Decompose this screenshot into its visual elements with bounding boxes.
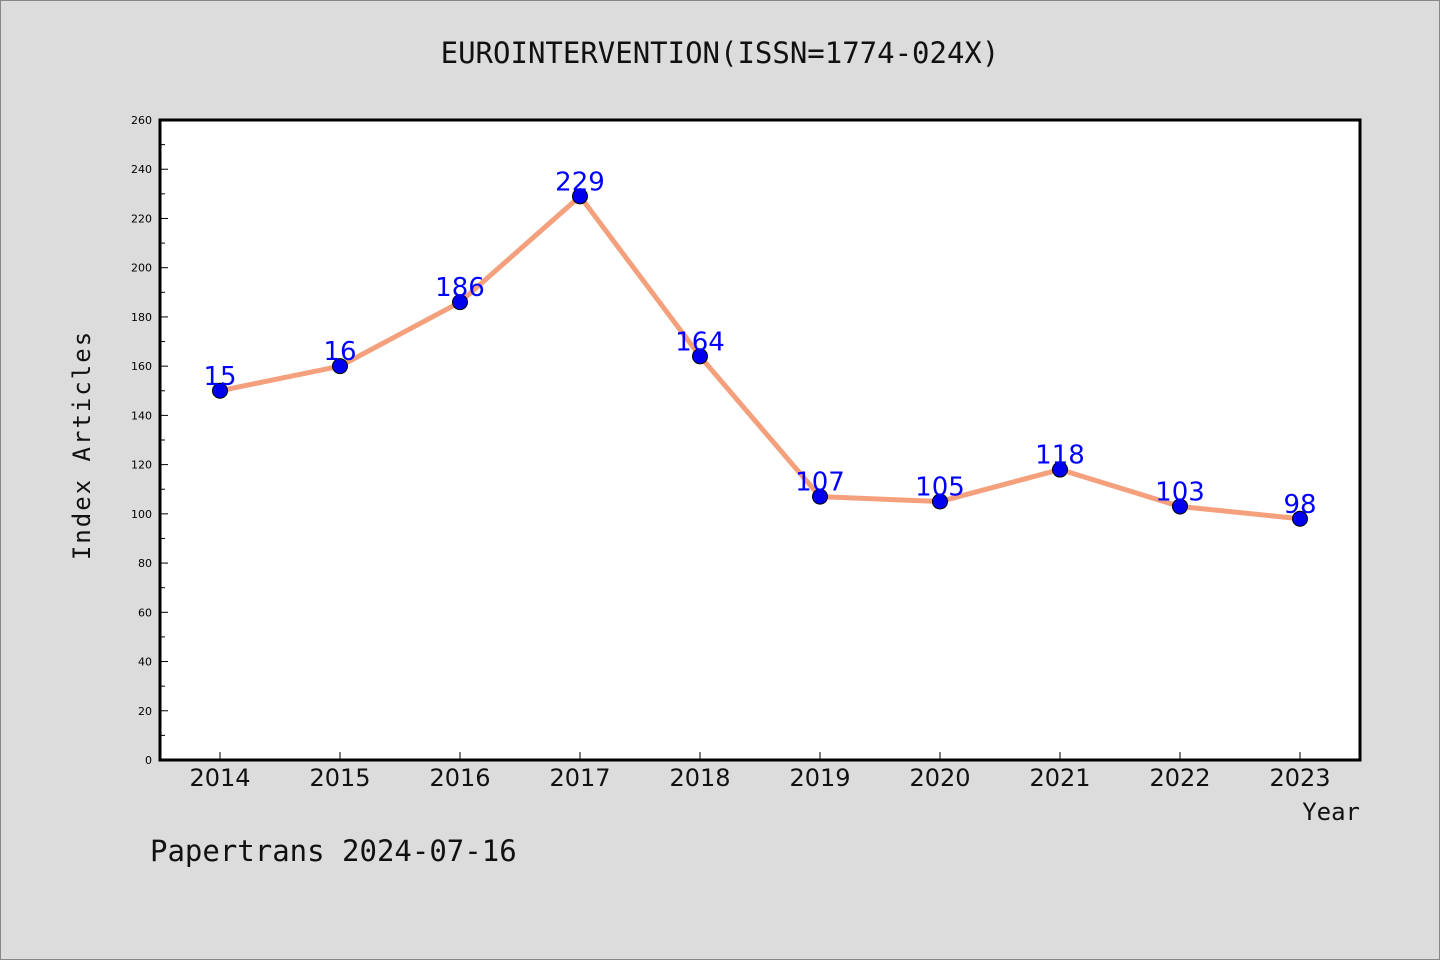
y-tick-label: 180 [131, 311, 152, 324]
watermark-text: Papertrans 2024-07-16 [150, 834, 517, 868]
data-label: 15 [203, 362, 236, 392]
data-point [1052, 461, 1068, 478]
data-label: 118 [1035, 441, 1085, 471]
x-tick-label: 2022 [1149, 764, 1210, 792]
data-label: 186 [435, 273, 485, 303]
y-tick-label: 40 [138, 656, 152, 669]
y-tick-label: 0 [145, 754, 152, 767]
x-tick-label: 2014 [189, 764, 250, 792]
y-tick-label: 220 [131, 212, 152, 225]
y-axis: 0 20 40 60 80 100 120 140 160 180 200 220 240 260 [131, 114, 168, 767]
x-tick-label: 2020 [909, 764, 970, 792]
data-point [1292, 510, 1308, 527]
data-point [452, 294, 468, 311]
x-tick-label: 2017 [549, 764, 610, 792]
y-tick-label: 240 [131, 163, 152, 176]
y-tick-label: 60 [138, 606, 152, 619]
data-label: 98 [1283, 490, 1316, 520]
x-tick-label: 2023 [1269, 764, 1330, 792]
x-axis: 2014 2015 2016 2017 2018 2019 2020 2021 2022 2023 [189, 752, 1331, 792]
data-point [932, 493, 948, 510]
data-label: 105 [915, 473, 965, 503]
data-point [332, 358, 348, 375]
plot-area [158, 118, 1362, 762]
y-tick-label: 100 [131, 508, 152, 521]
y-tick-label: 140 [131, 409, 152, 422]
data-point [1172, 498, 1188, 515]
series-line [219, 193, 1301, 522]
data-point [572, 188, 588, 205]
y-tick-label: 200 [131, 262, 152, 275]
x-tick-label: 2019 [789, 764, 850, 792]
y-tick-label: 120 [131, 459, 152, 472]
y-tick-label: 160 [131, 360, 152, 373]
data-label: 16 [323, 337, 356, 367]
data-label: 107 [795, 468, 845, 498]
x-tick-label: 2021 [1029, 764, 1090, 792]
x-axis-label: Year [1302, 798, 1360, 826]
y-tick-label: 260 [131, 114, 152, 127]
data-point [212, 382, 228, 399]
x-tick-label: 2016 [429, 764, 490, 792]
y-tick-label: 20 [138, 705, 152, 718]
y-axis-label: Index Articles [68, 330, 96, 560]
data-point [692, 348, 708, 365]
data-label: 103 [1155, 477, 1205, 507]
chart-title: EUROINTERVENTION(ISSN=1774-024X) [440, 36, 1000, 70]
data-point [812, 488, 828, 505]
x-tick-label: 2015 [309, 764, 370, 792]
x-tick-label: 2018 [669, 764, 730, 792]
data-label: 164 [675, 327, 725, 357]
data-label: 229 [555, 167, 605, 197]
y-tick-label: 80 [138, 557, 152, 570]
series-group: 15 16 186 229 164 107 105 118 103 98 [203, 167, 1317, 527]
